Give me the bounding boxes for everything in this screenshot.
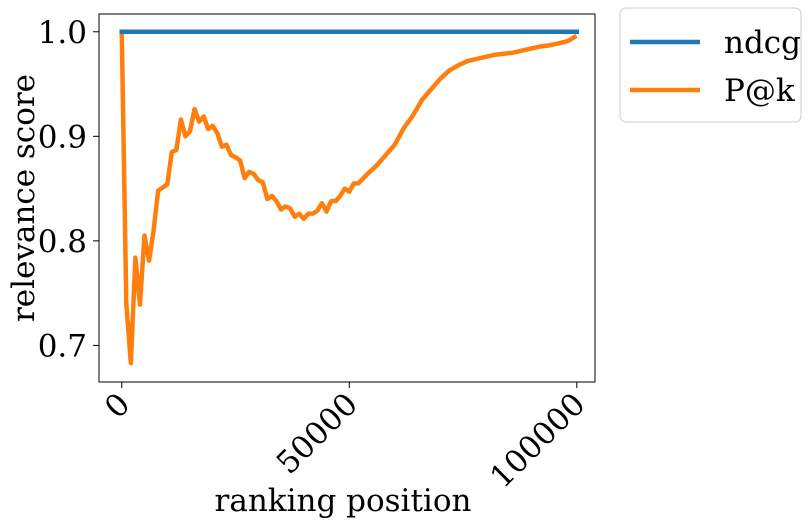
legend-label-pk: P@k (724, 73, 795, 109)
legend-frame (619, 7, 802, 123)
y-axis-label: relevance score (6, 74, 42, 322)
series-layer (119, 29, 580, 366)
x-axis-label: ranking position (215, 483, 472, 519)
plot-area (99, 14, 595, 382)
series-line-pk (119, 29, 578, 366)
y-tick-label: 0.9 (38, 119, 87, 155)
y-tick-label: 0.7 (38, 328, 87, 364)
y-tick-label: 1.0 (38, 15, 87, 51)
legend: ndcg P@k (619, 7, 802, 123)
y-axis-ticks: 0.7 0.8 0.9 1.0 (38, 15, 99, 364)
axes-frame (98, 13, 596, 383)
y-tick-label: 0.8 (38, 224, 87, 260)
legend-label-ndcg: ndcg (724, 25, 801, 61)
